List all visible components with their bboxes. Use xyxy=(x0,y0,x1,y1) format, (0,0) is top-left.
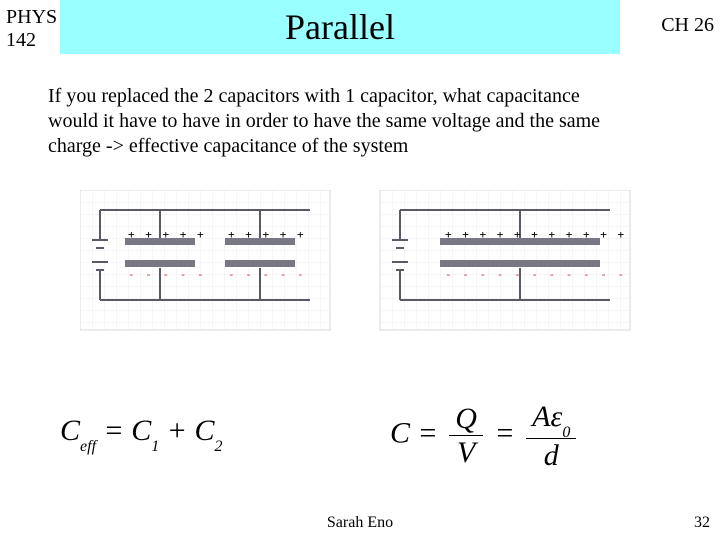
den-V: V xyxy=(449,436,483,469)
formula-ceff: Ceff = C1 + C2 xyxy=(60,414,223,452)
sym-C: C xyxy=(390,417,410,450)
sym-C: C xyxy=(131,414,151,447)
num-Aeps: Aε0 xyxy=(526,400,576,439)
sym-eps: ε xyxy=(551,400,563,433)
sym-C: C xyxy=(195,414,215,447)
course-code-line1: PHYS xyxy=(6,6,57,28)
course-code-line2: 142 xyxy=(6,29,36,51)
sym-eq: = xyxy=(487,417,522,450)
den-d: d xyxy=(526,439,576,472)
chapter-label: CH 26 xyxy=(661,14,714,37)
charge-minus: - - - - - xyxy=(128,268,206,281)
fraction: Aε0d xyxy=(526,400,576,472)
charge-minus: - - - - - - - - - - - xyxy=(445,268,626,281)
charge-plus: + + + + + xyxy=(228,228,306,241)
sub-2: 2 xyxy=(215,438,223,455)
circuit-diagram: + + + + + - - - - - + + + + + - - - - - … xyxy=(80,190,640,350)
sym-C: C xyxy=(60,414,80,447)
page-number: 32 xyxy=(694,514,710,532)
charge-plus: + + + + + + + + + + + xyxy=(445,228,626,241)
sub-eff: eff xyxy=(80,438,96,455)
course-code: PHYS 142 xyxy=(6,6,57,52)
sym-eq: = xyxy=(96,414,131,447)
slide-title: Parallel xyxy=(60,0,620,54)
sym-plus: + xyxy=(159,414,194,447)
charge-plus: + + + + + xyxy=(128,228,206,241)
sym-eq: = xyxy=(410,417,445,450)
num-Q: Q xyxy=(449,402,483,436)
formula-row: Ceff = C1 + C2 C = QV = Aε0d xyxy=(60,400,660,470)
sub-0: 0 xyxy=(562,424,570,441)
footer-author: Sarah Eno xyxy=(0,514,720,532)
charge-minus: - - - - - xyxy=(228,268,306,281)
fraction: QV xyxy=(449,402,483,469)
formula-cdef: C = QV = Aε0d xyxy=(390,400,580,472)
sub-1: 1 xyxy=(151,438,159,455)
body-paragraph: If you replaced the 2 capacitors with 1 … xyxy=(48,84,608,159)
sym-A: A xyxy=(532,400,550,433)
